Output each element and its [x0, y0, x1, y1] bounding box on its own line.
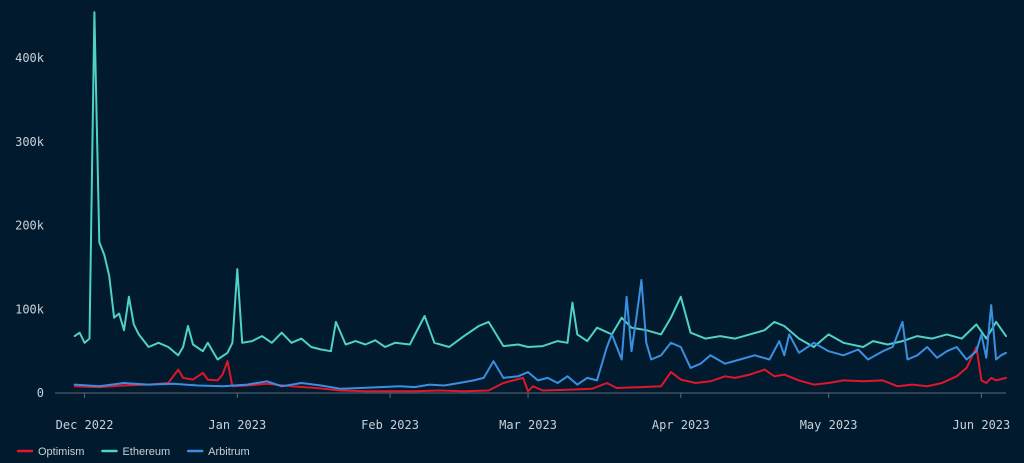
legend: Optimism Ethereum Arbitrum	[16, 446, 250, 458]
y-tick-label: 400k	[15, 51, 45, 65]
y-tick-label: 0	[37, 386, 44, 400]
legend-label: Arbitrum	[208, 446, 250, 458]
y-tick-label: 200k	[15, 219, 45, 233]
x-tick-label: Feb 2023	[361, 418, 419, 432]
x-tick-label: Jan 2023	[208, 418, 266, 432]
x-tick-label: Dec 2022	[56, 418, 114, 432]
y-tick-label: 100k	[15, 302, 45, 316]
y-axis: 0 100k 200k 300k 400k	[15, 51, 45, 400]
series-line-optimism	[73, 346, 1007, 393]
series-line-arbitrum	[73, 279, 1007, 390]
x-tick-label: May 2023	[800, 418, 858, 432]
series-lines	[73, 11, 1007, 393]
y-tick-label: 300k	[15, 135, 45, 149]
legend-item-optimism[interactable]: Optimism	[16, 446, 84, 458]
legend-item-arbitrum[interactable]: Arbitrum	[186, 446, 250, 458]
legend-label: Ethereum	[122, 446, 170, 458]
legend-item-ethereum[interactable]: Ethereum	[101, 446, 170, 458]
legend-label: Optimism	[38, 446, 84, 458]
x-tick-label: Jun 2023	[952, 418, 1010, 432]
x-tick-label: Apr 2023	[652, 418, 710, 432]
x-tick-label: Mar 2023	[499, 418, 557, 432]
x-axis: Dec 2022 Jan 2023 Feb 2023 Mar 2023 Apr 2023…	[56, 393, 1010, 432]
series-line-ethereum	[73, 11, 1007, 361]
